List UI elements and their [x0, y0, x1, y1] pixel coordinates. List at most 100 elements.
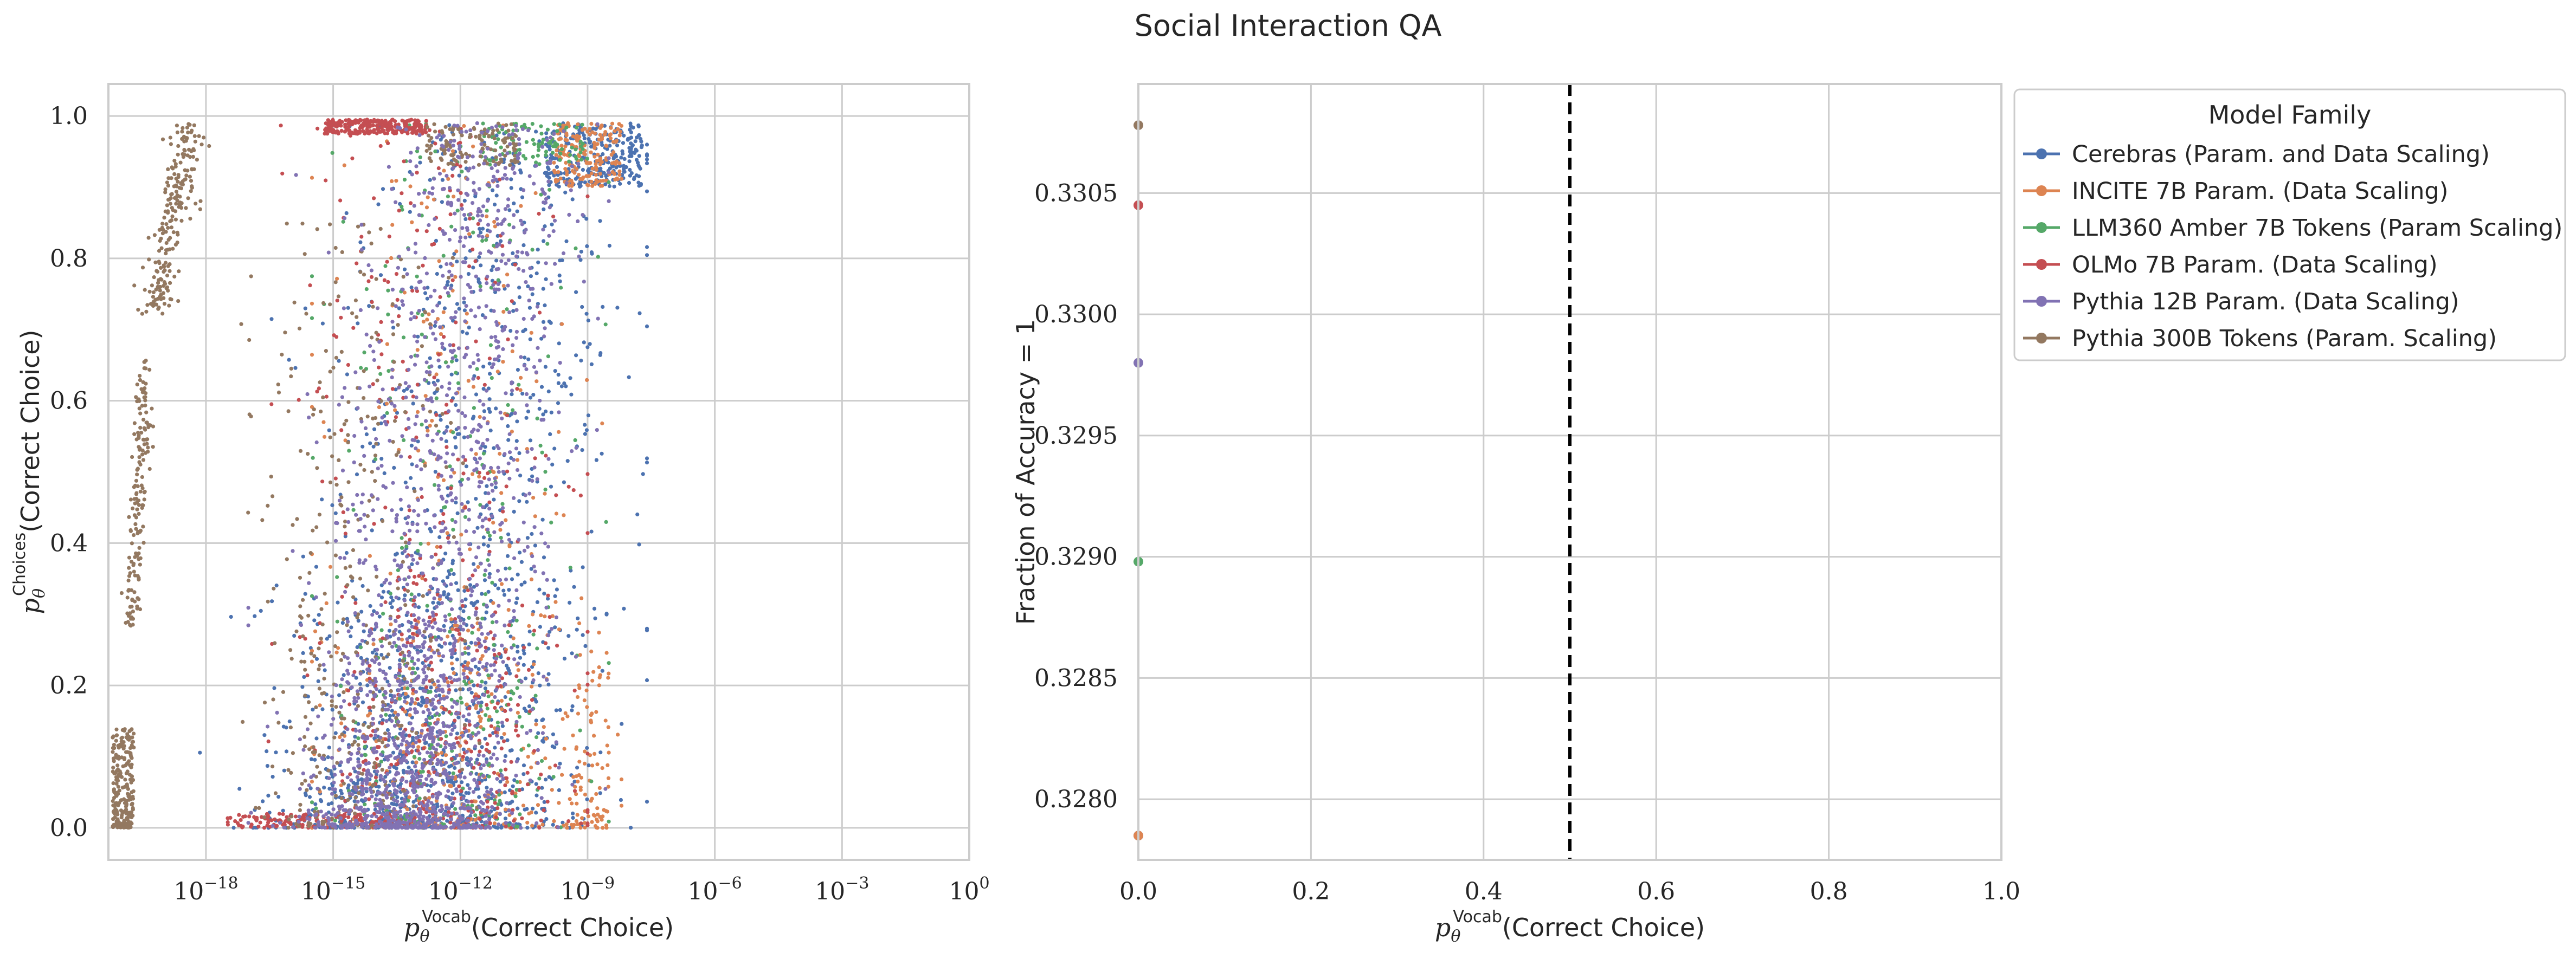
point-OLMo [434, 552, 438, 556]
point-Amber [473, 813, 478, 818]
point-OLMo [476, 222, 480, 226]
point-Pythia300B [504, 123, 508, 127]
point-OLMo [525, 782, 530, 787]
point-Pythia300B [126, 787, 130, 791]
point-OLMo [400, 632, 404, 637]
point-Pythia300B [151, 424, 156, 429]
point-Cerebras [404, 733, 408, 737]
point-Cerebras [270, 599, 274, 604]
point-Pythia300B [502, 140, 507, 145]
point-OLMo [226, 820, 230, 825]
point-INCITE [321, 420, 326, 424]
point-OLMo [456, 741, 460, 745]
point-Cerebras [229, 614, 233, 619]
point-INCITE [543, 756, 548, 761]
point-Amber [534, 160, 538, 165]
point-Cerebras [495, 826, 500, 830]
point-Pythia300B [342, 690, 346, 695]
point-INCITE [474, 452, 478, 456]
point-Pythia300B [142, 497, 146, 502]
point-Pythia300B [496, 121, 500, 126]
point-INCITE [368, 554, 372, 558]
point-OLMo [280, 171, 285, 176]
point-OLMo [390, 387, 395, 391]
point-Cerebras [467, 325, 471, 330]
point-OLMo [326, 118, 331, 122]
point-Cerebras [439, 418, 443, 422]
point-Cerebras [356, 619, 360, 623]
point-Cerebras [534, 271, 539, 276]
point-Pythia300B [328, 435, 332, 439]
point-Amber [531, 138, 535, 142]
point-OLMo [432, 375, 436, 380]
point-INCITE [423, 394, 428, 398]
point-Pythia12B [539, 532, 544, 536]
point-Cerebras [503, 790, 507, 794]
point-OLMo [405, 131, 410, 135]
point-Pythia12B [484, 814, 488, 818]
point-Cerebras [645, 456, 649, 461]
point-INCITE [564, 822, 569, 826]
point-Amber [589, 779, 594, 783]
point-Cerebras [303, 592, 307, 596]
point-Pythia300B [173, 164, 178, 169]
point-Pythia300B [452, 157, 456, 161]
point-Pythia300B [427, 156, 432, 160]
point-Pythia300B [199, 142, 204, 147]
point-Pythia300B [424, 148, 429, 153]
point-Pythia300B [139, 387, 144, 391]
point-INCITE [598, 184, 603, 188]
point-OLMo [352, 670, 357, 674]
point-Pythia300B [480, 147, 485, 151]
point-Pythia300B [128, 497, 133, 502]
point-Cerebras [541, 287, 545, 291]
point-Pythia300B [426, 666, 430, 671]
point-Cerebras [522, 707, 527, 711]
point-Amber [574, 246, 578, 250]
point-Cerebras [445, 819, 449, 823]
point-Pythia300B [362, 273, 366, 277]
point-OLMo [448, 212, 453, 217]
point-Pythia300B [136, 308, 140, 312]
point-Amber [420, 423, 424, 427]
point-OLMo [388, 127, 392, 131]
point-OLMo [517, 788, 521, 793]
point-Amber [559, 286, 563, 290]
point-Cerebras [601, 304, 605, 309]
point-OLMo [359, 118, 363, 122]
point-INCITE [458, 735, 462, 740]
point-Pythia300B [169, 176, 173, 180]
point-Amber [564, 125, 569, 129]
point-Cerebras [272, 686, 276, 690]
point-Cerebras [458, 606, 462, 611]
point-Pythia300B [433, 129, 437, 134]
point-INCITE [589, 720, 594, 724]
point-Cerebras [476, 280, 481, 284]
point-OLMo [279, 124, 283, 128]
point-Amber [384, 712, 388, 717]
point-Cerebras [454, 403, 458, 407]
point-Cerebras [377, 785, 381, 789]
point-Cerebras [314, 565, 319, 569]
point-OLMo [585, 751, 590, 756]
point-Amber [549, 520, 553, 525]
point-Cerebras [502, 593, 507, 597]
point-INCITE [503, 807, 508, 812]
point-Cerebras [480, 745, 484, 749]
point-Pythia300B [119, 825, 123, 830]
point-Cerebras [447, 123, 452, 127]
point-Cerebras [326, 755, 330, 760]
point-Pythia300B [396, 450, 401, 455]
point-Cerebras [621, 141, 626, 145]
point-Pythia300B [461, 461, 465, 465]
point-INCITE [617, 173, 622, 177]
point-Pythia300B [115, 812, 120, 817]
point-Amber [339, 684, 343, 688]
point-OLMo [303, 637, 307, 641]
point-Cerebras [534, 793, 539, 798]
point-Pythia300B [333, 553, 338, 558]
point-INCITE [543, 614, 547, 619]
point-INCITE [476, 565, 480, 569]
point-INCITE [596, 812, 600, 817]
point-OLMo [514, 728, 518, 733]
